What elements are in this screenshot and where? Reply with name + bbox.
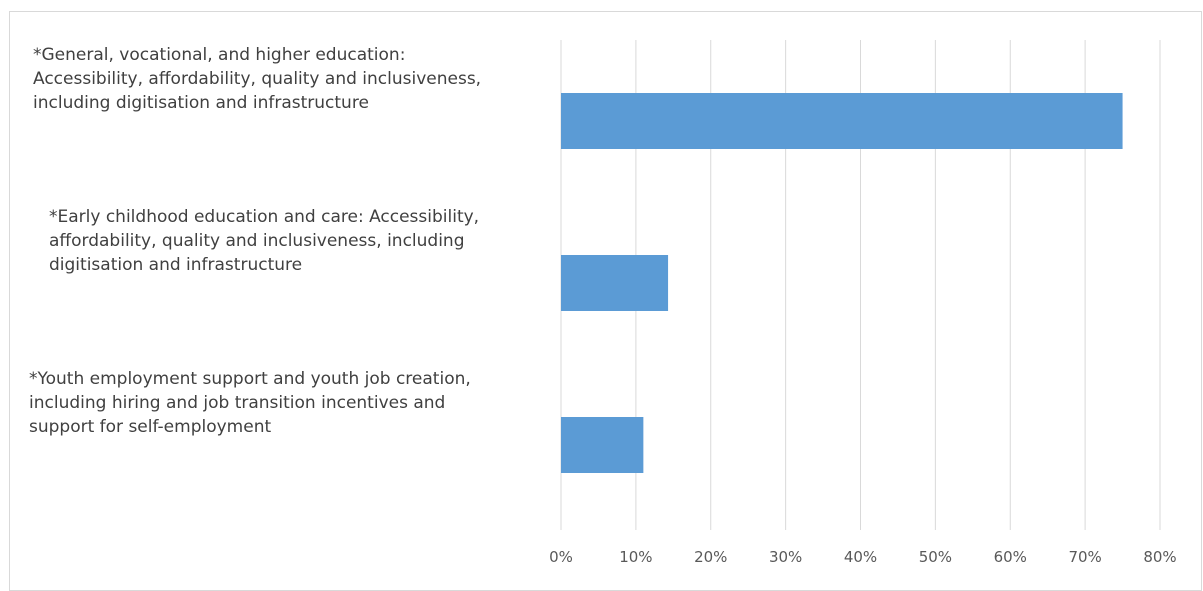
- category-label-line: *General, vocational, and higher educati…: [33, 45, 406, 65]
- category-label-line: *Youth employment support and youth job …: [29, 369, 471, 389]
- category-label-line: including digitisation and infrastructur…: [33, 93, 369, 113]
- category-label-line: including hiring and job transition ince…: [29, 393, 446, 413]
- x-tick-label: 30%: [769, 548, 802, 566]
- x-tick-label: 0%: [549, 548, 573, 566]
- category-label-1: *Early childhood education and care: Acc…: [49, 205, 479, 277]
- bar-0: [561, 93, 1123, 149]
- category-label-line: digitisation and infrastructure: [49, 255, 303, 275]
- category-label-0: *General, vocational, and higher educati…: [33, 43, 481, 115]
- x-tick-label: 70%: [1068, 548, 1101, 566]
- bar-1: [561, 255, 669, 311]
- x-tick-label: 40%: [844, 548, 877, 566]
- category-label-line: affordability, quality and inclusiveness…: [49, 231, 465, 251]
- category-label-2: *Youth employment support and youth job …: [29, 367, 471, 439]
- x-tick-label: 20%: [694, 548, 727, 566]
- x-tick-label: 60%: [994, 548, 1027, 566]
- x-tick-label: 10%: [619, 548, 652, 566]
- category-label-line: *Early childhood education and care: Acc…: [49, 207, 480, 227]
- bar-2: [561, 417, 644, 473]
- category-label-line: support for self-employment: [29, 417, 272, 437]
- x-tick-label: 50%: [919, 548, 952, 566]
- category-label-line: Accessibility, affordability, quality an…: [33, 69, 482, 89]
- x-tick-label: 80%: [1143, 548, 1176, 566]
- bar-chart: 0% 10% 20% 30% 40% 50% 60% 70% 80%: [549, 40, 1177, 566]
